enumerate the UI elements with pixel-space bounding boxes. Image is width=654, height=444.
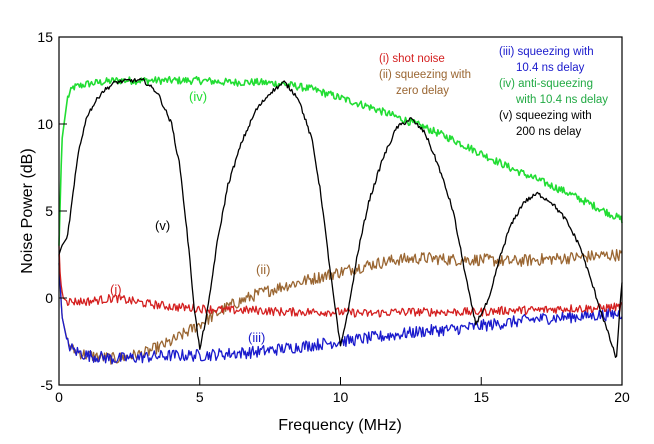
legend-entry-i: (i) shot noise xyxy=(379,53,445,65)
legend-entry-v-line1: (v) squeezing with xyxy=(499,110,592,122)
series-line-iv xyxy=(58,75,623,246)
series-line-i xyxy=(58,245,623,318)
x-tick-label: 0 xyxy=(55,389,63,405)
y-tick-label: 15 xyxy=(37,29,53,45)
curve-label-ii: (ii) xyxy=(256,262,270,277)
x-tick-label: 5 xyxy=(196,389,204,405)
legend-entry-iii-line2: 10.4 ns delay xyxy=(516,62,585,74)
x-axis-title: Frequency (MHz) xyxy=(278,417,402,434)
curve-label-i: (i) xyxy=(110,282,122,297)
curve-label-v: (v) xyxy=(155,218,170,233)
series-layer xyxy=(58,75,623,365)
x-tick-label: 15 xyxy=(473,389,489,405)
legend-entry-iv-line2: with 10.4 ns delay xyxy=(515,94,608,106)
y-tick-label: 5 xyxy=(45,203,53,219)
x-tick-label: 20 xyxy=(614,389,630,405)
legend-entry-v-line2: 200 ns delay xyxy=(516,126,581,138)
y-axis-title: Noise Power (dB) xyxy=(19,148,36,273)
legend-entry-iv-line1: (iv) anti-squeezing xyxy=(499,78,593,90)
x-tick-label: 10 xyxy=(333,389,349,405)
legend-entry-ii-line1: (ii) squeezing with xyxy=(379,69,471,81)
curve-label-iii: (iii) xyxy=(248,330,265,345)
curve-label-iv: (iv) xyxy=(189,89,207,104)
y-tick-label: 0 xyxy=(45,290,53,306)
series-line-ii xyxy=(58,248,623,365)
series-line-v xyxy=(58,77,623,358)
legend-entry-iii-line1: (iii) squeezing with xyxy=(499,46,594,58)
legend-entry-ii-line2: zero delay xyxy=(396,85,449,97)
y-tick-label: 10 xyxy=(37,116,53,132)
y-tick-label: -5 xyxy=(41,377,54,393)
